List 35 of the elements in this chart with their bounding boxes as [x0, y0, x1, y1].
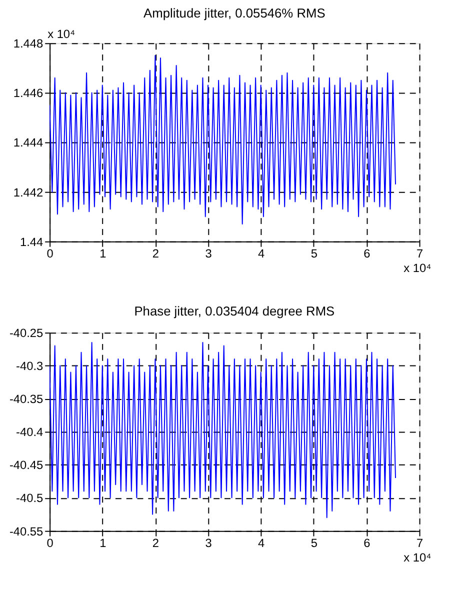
y-tick-label: -40.35: [9, 392, 44, 406]
x-tick-label: 2: [152, 246, 159, 261]
y-tick-label: 1.444: [13, 136, 44, 150]
y-tick-label: 1.446: [13, 86, 44, 100]
x-tick-label: 2: [152, 536, 159, 550]
text: x 10⁴: [48, 27, 76, 42]
x-tick-label: 5: [310, 246, 318, 261]
x-tick-label: 5: [310, 536, 318, 550]
y-tick-label: -40.55: [9, 524, 44, 538]
line-series: [50, 342, 396, 518]
y-tick-label: 1.448: [13, 36, 44, 51]
y-tick-label: -40.5: [16, 491, 44, 506]
y-tick-label: -40.45: [9, 458, 44, 472]
x-tick-label: 1: [100, 536, 107, 550]
y-tick-label: 1.44: [20, 234, 44, 249]
y-tick-label: -40.3: [16, 359, 44, 374]
x-tick-label: 1: [100, 246, 107, 261]
x-tick-label: 7: [416, 246, 424, 261]
x-tick-label: 3: [205, 246, 212, 261]
text: x 10⁴: [404, 550, 432, 565]
x-tick-label: 4: [258, 246, 266, 261]
text: x 10⁴: [404, 261, 432, 276]
y-tick-label: -40.25: [9, 326, 44, 340]
y-tick-label: 1.442: [13, 185, 44, 200]
y-tick-label: -40.4: [16, 425, 44, 440]
x-tick-label: 0: [46, 536, 54, 550]
x-tick-label: 3: [205, 536, 212, 550]
x-tick-label: 4: [258, 536, 266, 550]
x-tick-label: 6: [364, 246, 371, 261]
x-tick-label: 0: [46, 246, 54, 261]
chart-title: Phase jitter, 0.035404 degree RMS: [134, 304, 335, 319]
line-series: [50, 55, 396, 225]
chart-title: Amplitude jitter, 0.05546% RMS: [144, 5, 326, 20]
x-tick-label: 6: [364, 536, 371, 550]
x-tick-label: 7: [416, 536, 424, 550]
